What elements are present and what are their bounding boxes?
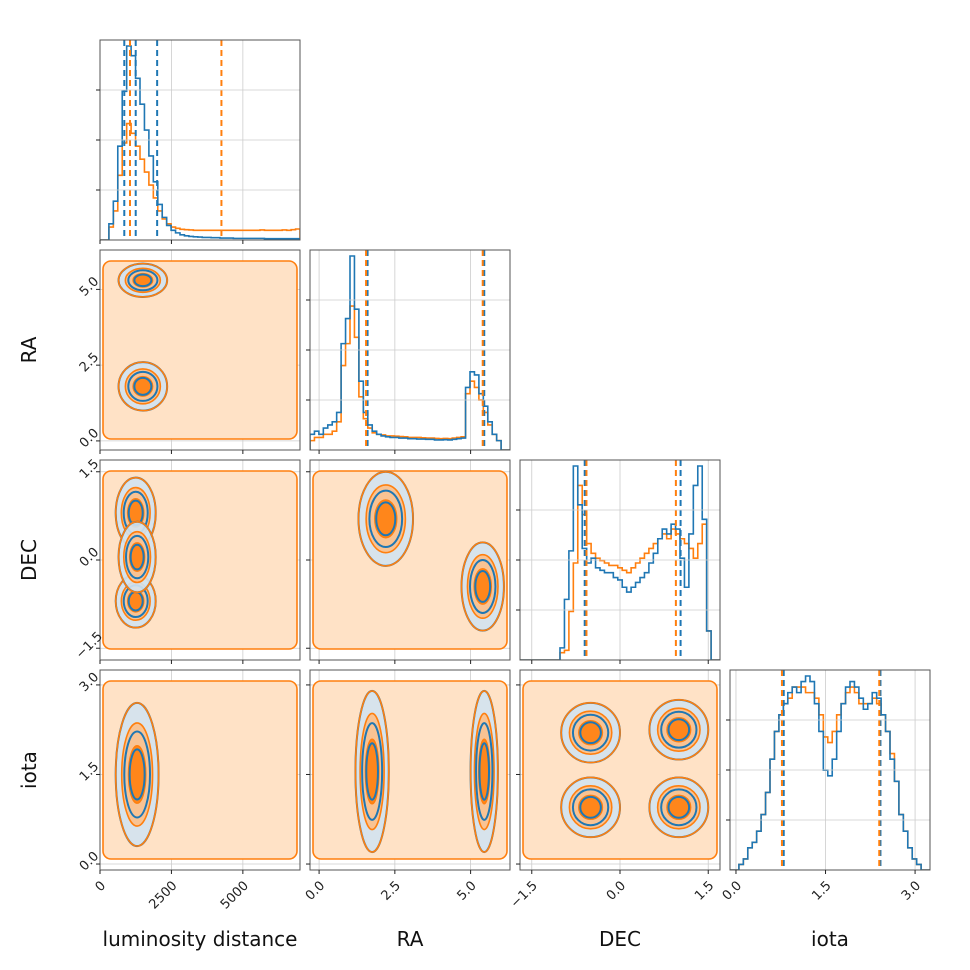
contour-level-1-mode-0	[357, 470, 414, 567]
contour-level-1-mode-2	[560, 776, 621, 838]
x-tick-label: 3.0	[899, 878, 924, 903]
y-tick-label: 3.0	[77, 670, 102, 695]
contour-level-3-mode-3	[660, 788, 698, 827]
contour-level-3-mode-2	[124, 534, 150, 580]
contour-level-5-mode-0	[375, 501, 397, 537]
x-tick-label: 0	[93, 878, 109, 894]
x-tick-label: 5.0	[454, 878, 479, 903]
y-tick-label: 0.0	[77, 545, 102, 570]
histogram-series-0	[310, 255, 510, 450]
contour-level-3-mode-2	[571, 788, 610, 827]
contour-level-1-mode-0	[560, 702, 621, 764]
x-axis-label-iota: iota	[811, 927, 849, 951]
x-tick-label: 1.5	[692, 878, 717, 903]
contour-level-3-mode-0	[361, 722, 384, 821]
contour-level-3-mode-0	[123, 730, 151, 819]
contour-level-4-mode-0	[127, 745, 147, 804]
panel-dec-luminosity-distance: −1.5 0.0 1.5	[73, 457, 301, 664]
contour-level-3-mode-0	[571, 713, 610, 752]
contour-level-5-mode-1	[133, 376, 153, 396]
contour-level-1-mode-1	[460, 541, 505, 632]
x-tick-label: −1.5	[508, 878, 541, 911]
contour-level-5-mode-2	[129, 543, 145, 571]
contour-level-3-mode-1	[660, 710, 698, 749]
contour-level-5-mode-0	[128, 748, 146, 801]
contour-level-4-mode-1	[126, 589, 145, 613]
panel-ra-luminosity-distance: 0.0 2.5 5.0	[77, 249, 301, 454]
contour-level-5-mode-1	[478, 742, 491, 801]
contour-level-4-mode-2	[578, 794, 604, 821]
y-axis-label-iota: iota	[17, 751, 41, 789]
contour-level-4-mode-3	[666, 794, 692, 821]
contour-level-4-mode-1	[666, 716, 692, 743]
contour-level-5-mode-3	[667, 795, 691, 819]
contour-level-5-mode-0	[365, 742, 379, 801]
panel-frame	[309, 669, 511, 871]
panel-luminosity-distance-luminosity-distance	[96, 39, 301, 244]
contour-level-1-mode-1	[117, 361, 168, 412]
contour-level-4-mode-0	[578, 719, 604, 746]
panel-iota-dec: −1.5 0.0 1.5	[508, 669, 721, 911]
y-tick-label: −1.5	[73, 629, 106, 662]
contour-level-1-mode-1	[648, 699, 710, 761]
x-tick-label: 5000	[218, 878, 252, 912]
panel-dec-dec	[516, 459, 721, 664]
contour-level-3-mode-1	[475, 722, 494, 821]
x-axis-label-ra: RA	[397, 927, 424, 951]
histogram-series-0	[520, 465, 720, 660]
contour-level-4-mode-0	[374, 499, 398, 539]
y-tick-label: 1.5	[77, 759, 102, 784]
panel-iota-iota: 0.0 1.5 3.0	[720, 669, 931, 904]
panel-iota-ra: 0.0 2.5 5.0	[303, 669, 511, 904]
panel-iota-luminosity-distance: 0 2500 5000 0.0 1.5 3.0	[77, 669, 301, 912]
x-tick-label: 0.0	[604, 878, 629, 903]
y-tick-label: 1.5	[77, 457, 102, 482]
y-tick-label: 5.0	[77, 274, 102, 299]
histogram-series-1	[730, 686, 930, 870]
contour-level-1-mode-0	[354, 690, 390, 853]
contour-level-5-mode-0	[579, 721, 602, 745]
contour-level-3-mode-0	[368, 489, 404, 549]
contour-level-1-mode-0	[114, 702, 160, 847]
y-axis-label-ra: RA	[17, 336, 41, 363]
contour-level-5-mode-1	[474, 570, 492, 603]
contour-level-1-mode-3	[648, 776, 710, 838]
panel-frame	[99, 669, 301, 871]
contour-level-3-mode-1	[127, 370, 159, 402]
contour-level-1-mode-2	[117, 520, 157, 594]
y-tick-label: 0.0	[77, 849, 102, 874]
x-axis-label-dec: DEC	[599, 927, 641, 951]
panel-frame	[99, 249, 301, 451]
y-tick-label: 0.0	[77, 426, 102, 451]
y-tick-label: 2.5	[77, 350, 102, 375]
contour-level-4-mode-2	[128, 542, 146, 572]
contour-level-3-mode-0	[127, 269, 159, 292]
histogram-series-0	[100, 45, 300, 240]
x-tick-label: 2.5	[379, 878, 404, 903]
contour-level-3-mode-1	[469, 559, 497, 614]
contour-level-5-mode-2	[579, 795, 602, 819]
contour-level-1-mode-1	[469, 690, 499, 853]
contour-level-1-mode-0	[117, 262, 168, 298]
panel-ra-ra	[306, 249, 511, 454]
histogram-series-0	[730, 675, 930, 870]
panel-dec-ra	[306, 459, 511, 664]
contour-level-4-mode-1	[132, 375, 154, 397]
histogram-series-1	[100, 122, 300, 240]
contour-level-5-mode-1	[667, 718, 691, 742]
x-axis-label-luminosity-distance: luminosity distance	[103, 927, 298, 951]
histogram-series-1	[310, 305, 510, 450]
y-axis-label-dec: DEC	[17, 539, 41, 581]
x-tick-label: 0.0	[303, 878, 328, 903]
contour-level-4-mode-0	[364, 738, 380, 805]
contour-level-5-mode-0	[133, 273, 153, 288]
x-tick-label: 1.5	[809, 878, 834, 903]
x-tick-label: 2500	[146, 878, 180, 912]
x-tick-label: 0.0	[720, 878, 745, 903]
contour-level-4-mode-1	[473, 568, 493, 605]
